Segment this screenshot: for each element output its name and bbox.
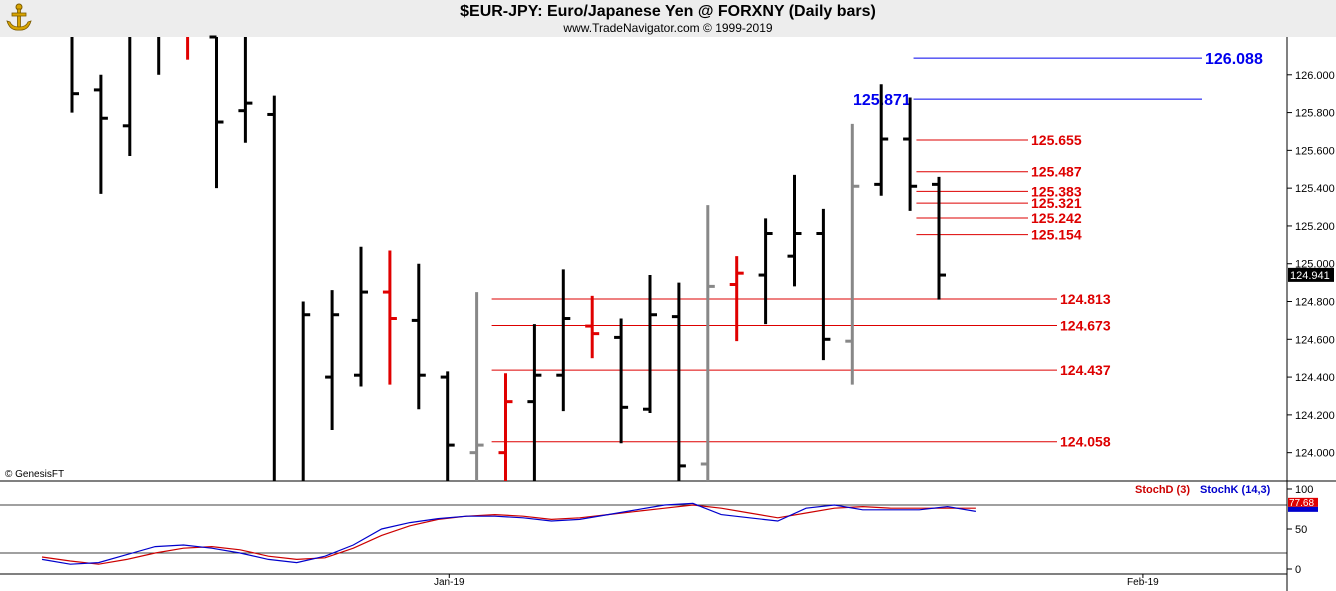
price-tick-label: 126.000: [1295, 70, 1335, 82]
price-tick-label: 125.200: [1295, 221, 1335, 233]
time-tick-label: Jan-19: [434, 577, 465, 588]
copyright-label: © GenesisFT: [5, 469, 65, 480]
level-label: 126.088: [1205, 51, 1263, 68]
stoch-last-tag-d: [1288, 497, 1318, 507]
price-tick-label: 125.000: [1295, 259, 1335, 271]
level-label: 124.437: [1060, 362, 1111, 378]
price-tick-label: 125.400: [1295, 183, 1335, 195]
stoch-d-line: [41, 504, 976, 565]
level-label: 125.154: [1031, 227, 1082, 243]
price-tick-label: 124.800: [1295, 297, 1335, 309]
stoch-tick-label: 50: [1295, 524, 1307, 536]
stoch-tick-label: 100: [1295, 484, 1313, 496]
price-tick-label: 124.400: [1295, 372, 1335, 384]
level-label: 125.655: [1031, 132, 1082, 148]
stoch-last-label: 77.68: [1289, 498, 1314, 509]
chart-subtitle: www.TradeNavigator.com © 1999-2019: [563, 21, 773, 35]
level-label: 124.673: [1060, 318, 1111, 334]
gold-anchor-icon: [4, 3, 34, 38]
stoch-k-line: [41, 502, 977, 565]
price-tick-label: 125.600: [1295, 145, 1335, 157]
chart-header: $EUR-JPY: Euro/Japanese Yen @ FORXNY (Da…: [0, 0, 1336, 37]
level-label: 124.058: [1060, 434, 1111, 450]
chart-title: $EUR-JPY: Euro/Japanese Yen @ FORXNY (Da…: [460, 3, 876, 20]
legend-stoch-d: StochD (3): [1135, 484, 1190, 496]
level-label: 125.487: [1031, 164, 1082, 180]
stoch-last-tag-k: [1288, 506, 1318, 512]
level-label: 125.383: [1031, 183, 1082, 199]
price-tick-label: 124.600: [1295, 334, 1335, 346]
price-axis-panel: [1287, 37, 1336, 481]
price-tick-label: 124.000: [1295, 448, 1335, 460]
last-price-label: 124.941: [1290, 270, 1330, 282]
level-label: 125.242: [1031, 210, 1082, 226]
price-tick-label: 124.200: [1295, 410, 1335, 422]
level-label: 124.813: [1060, 291, 1111, 307]
level-label: 125.321: [1031, 195, 1082, 211]
stoch-tick-label: 0: [1295, 564, 1301, 576]
legend-stoch-k: StochK (14,3): [1200, 484, 1271, 496]
last-price-tag: [1288, 267, 1334, 282]
price-tick-label: 125.800: [1295, 108, 1335, 120]
time-tick-label: Feb-19: [1127, 577, 1159, 588]
